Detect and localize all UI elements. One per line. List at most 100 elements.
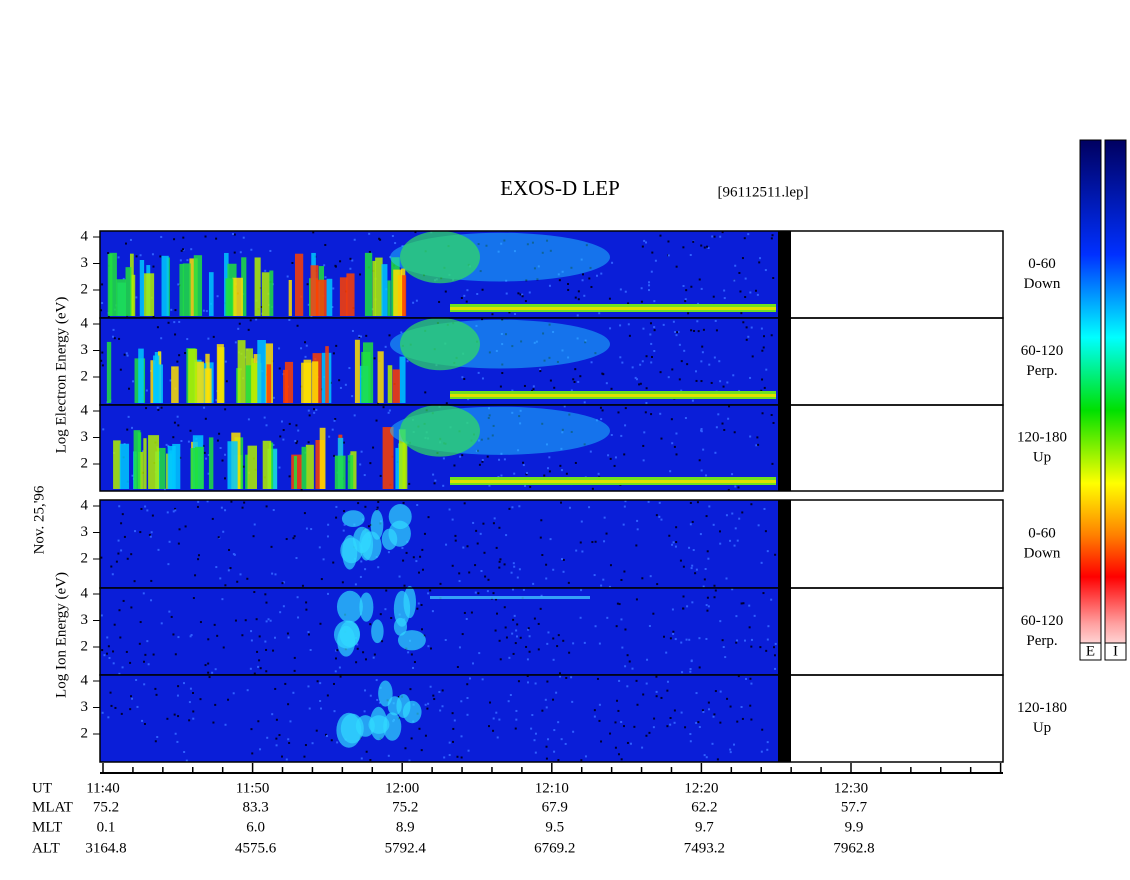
noise [636, 528, 639, 531]
noise [621, 361, 624, 364]
noise [646, 658, 649, 661]
noise [525, 473, 528, 476]
noise [113, 337, 116, 340]
noise [107, 252, 110, 255]
noise [287, 703, 290, 706]
noise [351, 329, 354, 332]
noise [445, 543, 448, 546]
noise [698, 459, 701, 462]
orbit-value: 75.2 [93, 799, 119, 815]
noise [224, 723, 227, 726]
noise [443, 756, 446, 759]
noise [591, 487, 594, 490]
noise [275, 744, 278, 747]
noise [514, 727, 517, 730]
noise [645, 734, 648, 737]
noise [288, 742, 291, 745]
noise [750, 638, 753, 641]
noise [508, 311, 511, 314]
noise [757, 443, 760, 446]
noise [645, 241, 648, 244]
noise [326, 535, 329, 538]
noise [552, 658, 555, 661]
noise [764, 269, 767, 272]
noise [224, 477, 227, 480]
noise [364, 689, 367, 692]
noise [774, 642, 777, 645]
noise [675, 265, 678, 268]
noise [388, 409, 391, 412]
noise [700, 380, 703, 383]
noise [189, 687, 192, 690]
noise [247, 418, 250, 421]
noise [649, 575, 652, 578]
noise [669, 637, 672, 640]
noise [634, 376, 637, 379]
noise [757, 524, 760, 527]
streak [116, 279, 126, 316]
noise [528, 635, 531, 638]
noise [722, 385, 725, 388]
noise [375, 679, 378, 682]
noise [101, 711, 104, 714]
noise [418, 727, 421, 730]
noise [336, 649, 339, 652]
streak [364, 252, 373, 316]
noise [525, 471, 528, 474]
noise [514, 642, 517, 645]
noise [452, 727, 455, 730]
noise [713, 713, 716, 716]
date-label: Nov. 25,'96 [31, 485, 47, 554]
noise [699, 533, 702, 536]
noise [723, 289, 726, 292]
noise [673, 721, 676, 724]
noise [666, 680, 669, 683]
noise [463, 611, 466, 614]
y-tick-label: 3 [81, 429, 89, 445]
noise [639, 382, 642, 385]
noise [675, 453, 678, 456]
streak [350, 451, 357, 489]
noise [460, 700, 463, 703]
noise [574, 368, 577, 371]
noise [678, 343, 681, 346]
noise [684, 417, 687, 420]
noise [250, 639, 253, 642]
noise [263, 416, 266, 419]
noise [489, 701, 492, 704]
noise [265, 424, 268, 427]
noise [766, 741, 769, 744]
noise [560, 501, 563, 504]
noise [101, 364, 104, 367]
noise [454, 539, 457, 542]
noise [288, 475, 291, 478]
noise [685, 289, 688, 292]
noise [641, 746, 644, 749]
noise [324, 243, 327, 246]
noise [525, 645, 528, 648]
noise [241, 506, 244, 509]
orbit-value: 57.7 [841, 799, 868, 815]
noise [515, 709, 518, 712]
noise [738, 389, 741, 392]
noise [624, 290, 627, 293]
streak [153, 355, 160, 403]
noise [334, 670, 337, 673]
pitch-direction: Down [1024, 545, 1061, 561]
noise [549, 379, 552, 382]
noise [212, 721, 215, 724]
noise [724, 656, 727, 659]
noise [369, 759, 372, 762]
noise [697, 721, 700, 724]
orbit-value: 3164.8 [85, 840, 126, 856]
noise [152, 265, 155, 268]
noise [745, 338, 748, 341]
noise [548, 470, 551, 473]
noise [173, 321, 176, 324]
noise [270, 545, 273, 548]
noise [624, 628, 627, 631]
streak [106, 341, 112, 403]
orbit-value: 0.1 [97, 819, 116, 835]
noise [522, 461, 525, 464]
noise [655, 695, 658, 698]
